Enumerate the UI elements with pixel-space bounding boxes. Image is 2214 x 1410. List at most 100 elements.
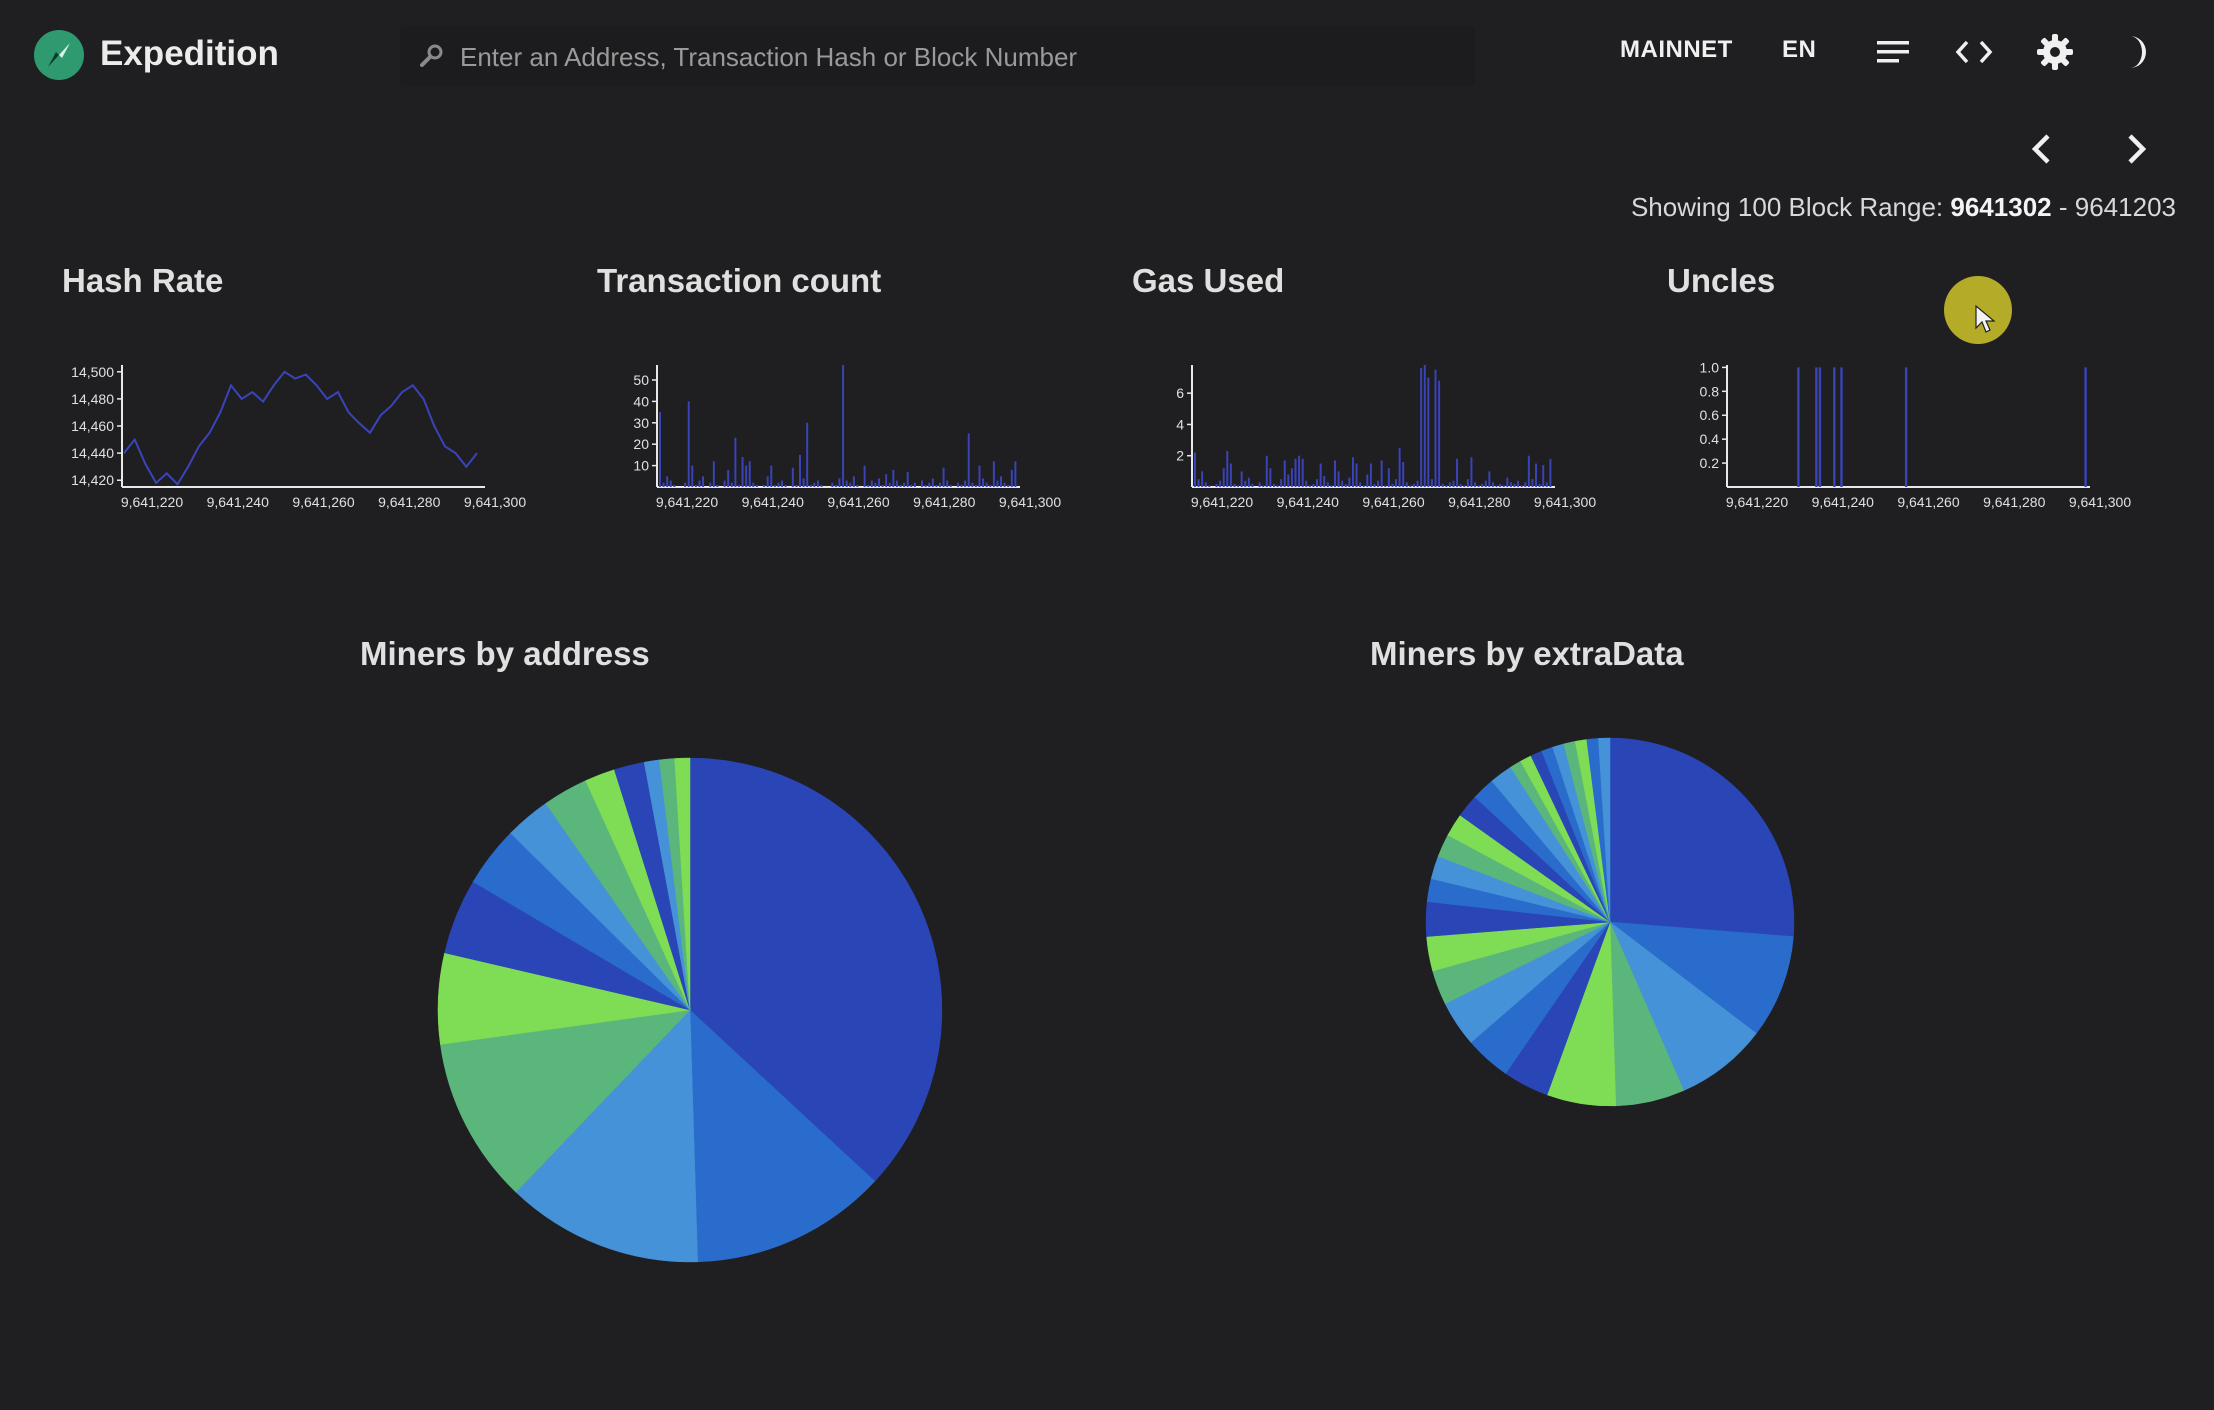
gas-used-bar xyxy=(1308,485,1311,487)
gear-icon[interactable] xyxy=(2033,30,2077,74)
gas-used-bar xyxy=(1334,460,1336,487)
transaction-count-bar xyxy=(1003,482,1006,487)
gas-used-bar xyxy=(1362,485,1365,487)
transaction-count-bar xyxy=(946,480,949,487)
gas-used-x-tick-label: 9,641,300 xyxy=(1534,494,1596,510)
transaction-count-bar xyxy=(777,482,780,487)
gas-used-bar xyxy=(1441,483,1444,487)
gas-used-bar xyxy=(1549,458,1552,487)
transaction-count-y-tick-label: 20 xyxy=(633,436,649,452)
chevron-right-icon[interactable] xyxy=(2110,124,2160,174)
transaction-count-bar xyxy=(978,465,981,487)
transaction-count-bar xyxy=(806,422,809,487)
transaction-count-bar xyxy=(748,461,751,487)
uncles-bar xyxy=(2084,367,2087,487)
gas-used-x-tick-label: 9,641,260 xyxy=(1362,494,1424,510)
miners-by-extradata-slice xyxy=(1609,737,1795,937)
transaction-count-y-tick-label: 10 xyxy=(633,458,649,474)
transaction-count-bar xyxy=(974,484,977,487)
miners-by-address-pie xyxy=(437,757,943,1263)
app-title[interactable]: Expedition xyxy=(100,34,279,73)
gas-used-bar xyxy=(1316,479,1319,487)
transaction-count-bar xyxy=(816,480,819,487)
gas-used-bar xyxy=(1280,479,1283,487)
gas-used-bar xyxy=(1520,485,1523,487)
uncles-bar xyxy=(1818,367,1822,487)
transaction-count-x-tick-label: 9,641,280 xyxy=(913,494,975,510)
gas-used-bar xyxy=(1395,479,1398,487)
gas-used-bar xyxy=(1416,480,1419,487)
gas-used-bar xyxy=(1542,465,1545,487)
language-selector[interactable]: EN xyxy=(1782,36,1817,63)
transaction-count-bar xyxy=(734,437,737,487)
gas-used-bar xyxy=(1351,457,1354,487)
miners-by-extradata-slice xyxy=(1609,921,1757,1091)
gas-used-bar xyxy=(1197,479,1200,487)
transaction-count-bar xyxy=(831,482,834,487)
gas-used-bar xyxy=(1434,369,1437,487)
gas-used-bar xyxy=(1348,477,1351,487)
transaction-count-bar xyxy=(895,480,898,487)
transaction-count-bar xyxy=(856,484,859,487)
transaction-count-bar xyxy=(852,476,855,487)
code-icon[interactable] xyxy=(1952,30,1996,74)
search-input[interactable] xyxy=(458,36,1452,78)
gas-used-bar xyxy=(1495,485,1498,487)
uncles-x-tick-label: 9,641,220 xyxy=(1726,494,1788,510)
uncles-y-tick-label: 0.8 xyxy=(1700,383,1720,399)
gas-used-bar xyxy=(1298,455,1301,487)
transaction-count-bar xyxy=(1010,469,1013,487)
transaction-count-bar xyxy=(809,484,812,487)
transaction-count-bar xyxy=(709,482,712,487)
transaction-count-bar xyxy=(942,467,945,487)
search-bar[interactable] xyxy=(400,26,1475,86)
transaction-count-bar xyxy=(935,484,938,487)
gas-used-bar xyxy=(1402,461,1405,487)
transaction-count-bar xyxy=(982,478,985,487)
transaction-count-bar xyxy=(921,480,924,487)
transaction-count-bar xyxy=(795,484,798,487)
transaction-count-bar xyxy=(899,484,902,487)
transaction-count-y-tick-label: 40 xyxy=(633,393,649,409)
miners-by-extradata-pie xyxy=(1425,737,1795,1107)
transaction-count-x-tick-label: 9,641,260 xyxy=(827,494,889,510)
transaction-count-bar xyxy=(834,484,837,487)
dark-mode-icon[interactable] xyxy=(2114,30,2158,74)
range-prefix: Showing 100 Block Range: xyxy=(1630,192,1944,222)
gas-used-bar xyxy=(1513,483,1516,487)
gas-used-bar xyxy=(1387,468,1390,487)
transaction-count-chart: 9,641,220 9,641,240 9,641,260 9,641,280 9,64… xyxy=(633,365,1061,510)
transaction-count-bar xyxy=(666,476,669,487)
transaction-count-bar xyxy=(687,401,690,487)
transaction-count-bar xyxy=(669,480,672,487)
transaction-count-bar xyxy=(781,480,784,487)
gas-used-bar xyxy=(1463,485,1466,487)
transaction-count-bar xyxy=(773,484,776,487)
gas-used-bar xyxy=(1430,479,1433,487)
gas-used-bar xyxy=(1215,483,1218,487)
transaction-count-bar xyxy=(752,482,755,487)
uncles-y-tick-label: 1.0 xyxy=(1700,359,1720,375)
chevron-left-icon[interactable] xyxy=(2018,124,2068,174)
gas-used-bar xyxy=(1233,483,1236,487)
transaction-count-bar xyxy=(741,457,744,487)
transaction-count-bar xyxy=(956,482,959,487)
transaction-count-bar xyxy=(784,484,787,487)
network-selector[interactable]: MAINNET xyxy=(1620,36,1733,63)
transaction-count-bar xyxy=(989,484,992,487)
gas-used-bar xyxy=(1538,483,1541,487)
transaction-count-bar xyxy=(673,484,676,487)
gas-used-bar xyxy=(1355,463,1358,487)
transaction-count-bar xyxy=(903,482,906,487)
compass-icon[interactable] xyxy=(34,30,84,80)
transaction-count-bar xyxy=(910,484,913,487)
transaction-count-bar xyxy=(1014,461,1017,487)
gas-used-bar xyxy=(1237,485,1240,487)
transaction-count-x-tick-label: 9,641,300 xyxy=(999,494,1061,510)
gas-used-x-tick-label: 9,641,280 xyxy=(1448,494,1510,510)
transaction-count-bar xyxy=(949,484,952,487)
gas-used-bar xyxy=(1477,485,1480,487)
gas-used-bar xyxy=(1290,468,1293,487)
menu-icon[interactable] xyxy=(1871,30,1915,74)
transaction-count-bar xyxy=(985,482,988,487)
